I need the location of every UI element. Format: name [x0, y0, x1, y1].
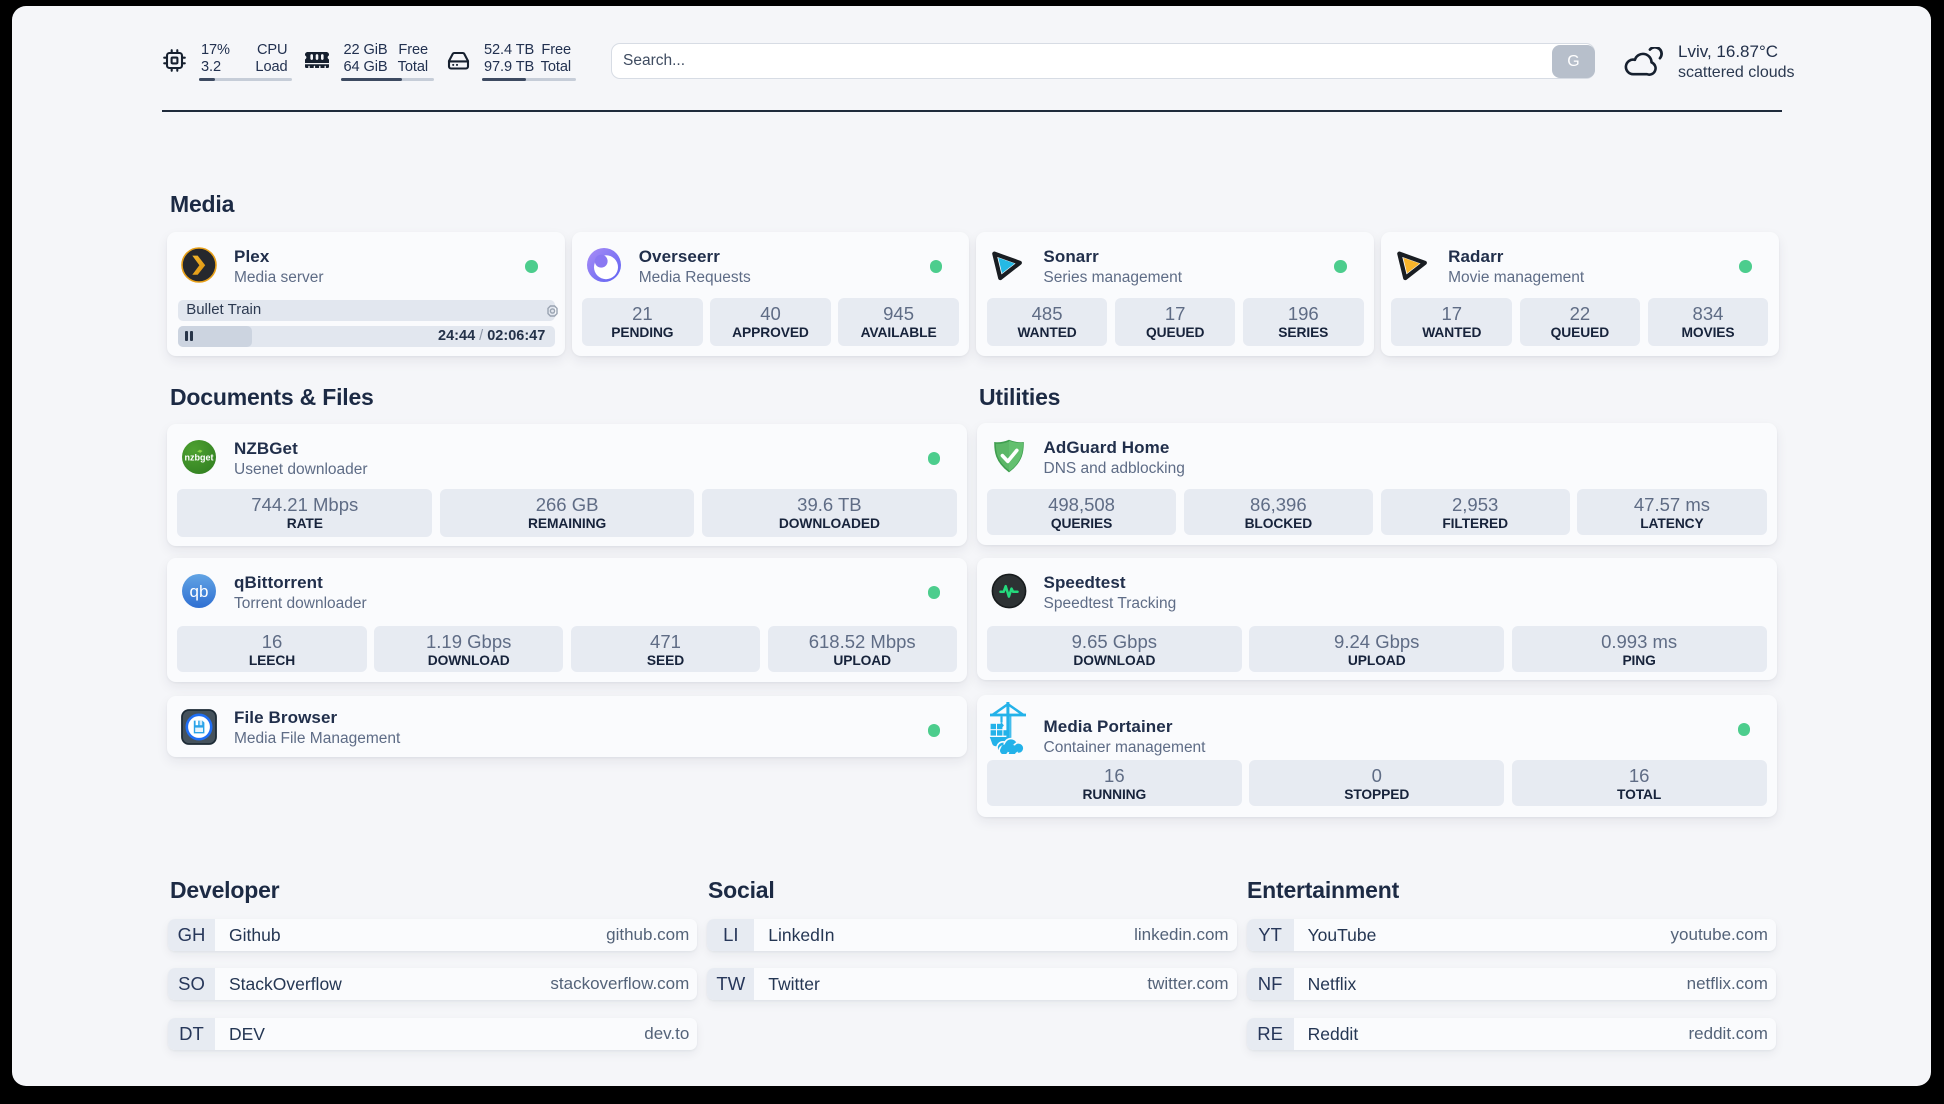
svg-text:nzbget: nzbget	[185, 453, 214, 463]
svg-text:qb: qb	[190, 582, 209, 601]
